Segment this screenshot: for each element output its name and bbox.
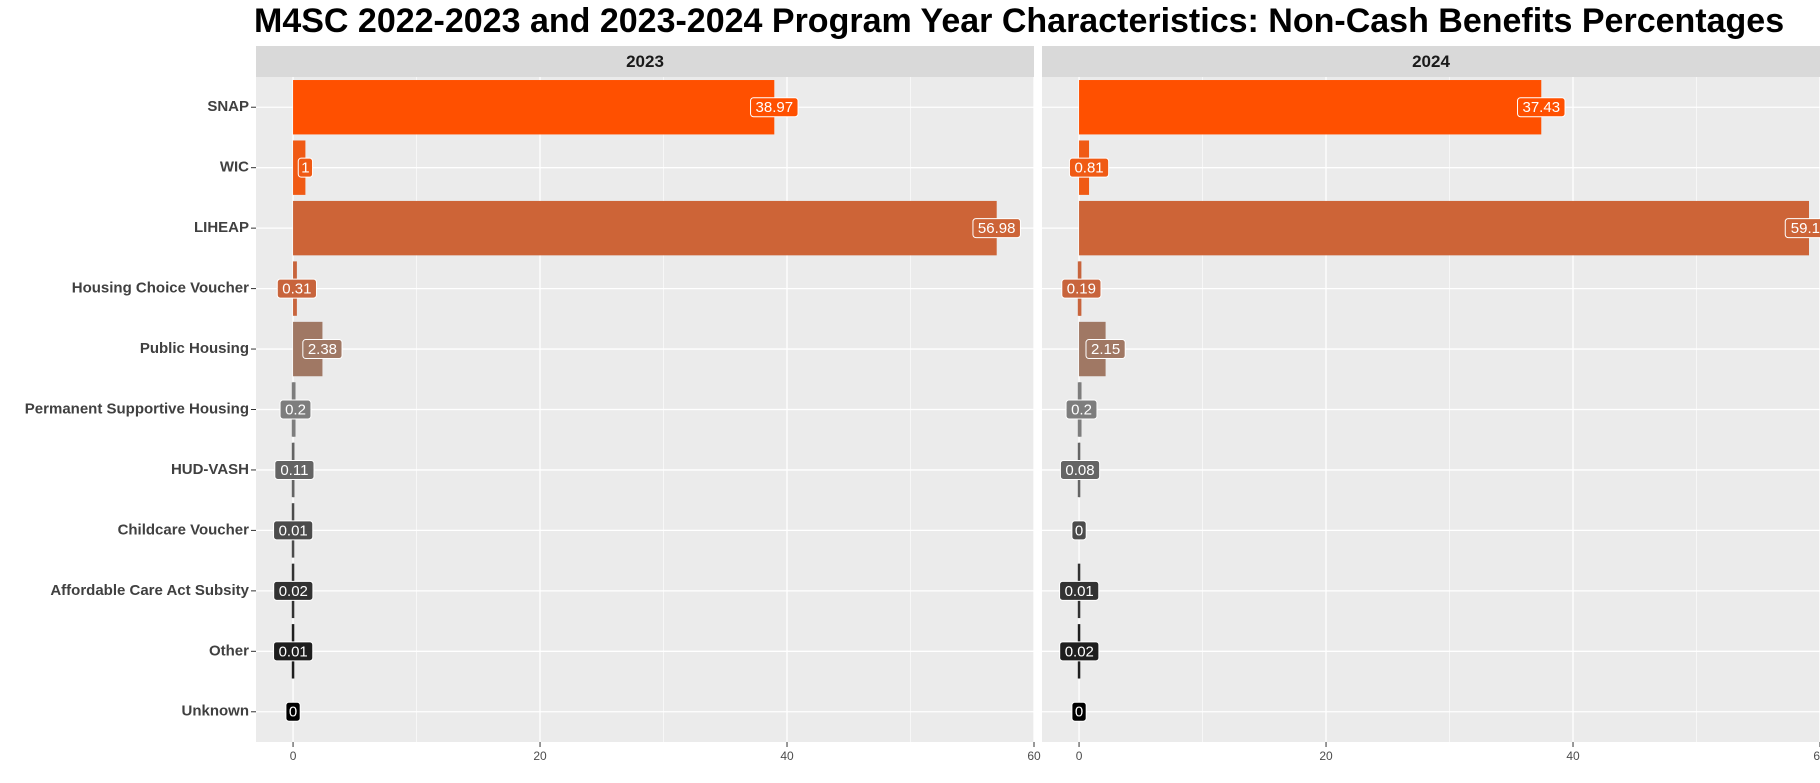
- bar: [1079, 200, 1810, 256]
- data-label: 0: [1075, 704, 1083, 721]
- x-tick-label: 20: [1319, 749, 1333, 763]
- bar: [293, 80, 775, 135]
- data-label: 0.81: [1074, 160, 1103, 177]
- data-label: 2.38: [308, 341, 337, 358]
- x-tick-label: 40: [1566, 749, 1580, 763]
- data-label-box: [972, 218, 1021, 239]
- category-label: Affordable Care Act Subsity: [50, 582, 249, 599]
- data-label-box: [274, 459, 315, 480]
- category-label: SNAP: [207, 98, 249, 115]
- data-label: 59.11: [1791, 220, 1820, 237]
- data-label-box: [1784, 218, 1820, 239]
- category-label: HUD-VASH: [171, 461, 249, 478]
- x-tick-label: 0: [290, 749, 297, 763]
- facet-strip-label: 2023: [626, 52, 664, 71]
- data-label-box: [1068, 157, 1110, 178]
- data-label-box: [1517, 97, 1566, 118]
- x-tick-label: 40: [780, 749, 794, 763]
- data-label: 0.2: [285, 401, 306, 418]
- x-tick-label: 0: [1076, 749, 1083, 763]
- data-label: 37.43: [1523, 99, 1561, 116]
- data-label: 0.19: [1067, 281, 1096, 298]
- chart-title: M4SC 2022-2023 and 2023-2024 Program Yea…: [254, 2, 1785, 40]
- data-label-box: [1059, 459, 1101, 480]
- data-label: 0.11: [280, 462, 308, 479]
- bar: [293, 200, 997, 256]
- facet-strip: [1042, 46, 1820, 77]
- category-label: Public Housing: [140, 340, 249, 357]
- category-label: Permanent Supportive Housing: [25, 400, 249, 417]
- data-label: 0.01: [1065, 583, 1094, 600]
- data-label-box: [297, 157, 314, 178]
- bar: [1079, 80, 1542, 135]
- data-label: 2.15: [1091, 341, 1120, 358]
- data-label: 38.97: [756, 99, 794, 116]
- data-label-box: [279, 399, 312, 420]
- x-tick-label: 60: [1027, 749, 1041, 763]
- data-label: 0: [1075, 522, 1083, 539]
- data-label: 0: [289, 704, 297, 721]
- data-label-box: [1071, 701, 1087, 722]
- data-label-box: [276, 278, 317, 299]
- data-label-box: [1061, 278, 1102, 299]
- data-label-box: [1059, 641, 1100, 662]
- data-label-box: [302, 339, 343, 360]
- data-label-box: [273, 580, 314, 601]
- data-label-box: [1059, 580, 1100, 601]
- category-label: Childcare Voucher: [118, 521, 250, 538]
- data-label-box: [273, 520, 314, 541]
- data-label: 0.01: [279, 643, 308, 660]
- data-label: 0.01: [279, 522, 308, 539]
- x-tick-label: 60: [1813, 749, 1820, 763]
- data-label-box: [273, 641, 314, 662]
- facet-strip-label: 2024: [1412, 52, 1450, 71]
- data-label: 0.02: [279, 583, 308, 600]
- data-label: 56.98: [978, 220, 1016, 237]
- data-label: 0.31: [282, 281, 311, 298]
- category-label: Housing Choice Voucher: [72, 280, 249, 297]
- category-label: Other: [209, 642, 249, 659]
- data-label-box: [285, 701, 301, 722]
- category-label: WIC: [220, 159, 249, 176]
- data-label: 1: [301, 160, 309, 177]
- facet-strip: [256, 46, 1034, 77]
- data-label-box: [750, 97, 799, 118]
- category-label: Unknown: [182, 703, 250, 720]
- data-label-box: [1071, 520, 1087, 541]
- data-label: 0.02: [1065, 643, 1094, 660]
- data-label: 0.2: [1071, 401, 1092, 418]
- data-label: 0.08: [1065, 462, 1094, 479]
- data-label-box: [1065, 399, 1098, 420]
- x-tick-label: 20: [533, 749, 547, 763]
- category-label: LIHEAP: [194, 219, 249, 236]
- data-label-box: [1085, 339, 1126, 360]
